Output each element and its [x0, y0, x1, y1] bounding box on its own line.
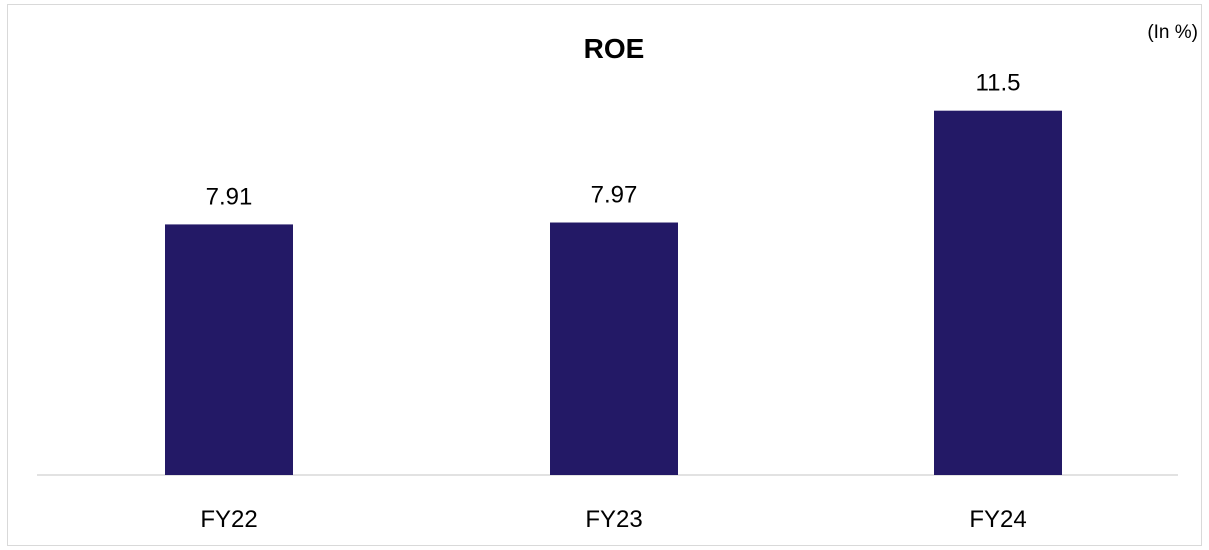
tick-labels-group: FY22 FY23 FY24 — [200, 506, 1026, 533]
x-tick-label-fy23: FY23 — [585, 506, 642, 533]
value-label-fy24: 11.5 — [976, 70, 1021, 97]
bar-fy22 — [165, 224, 293, 475]
unit-note: (In %) — [1147, 22, 1198, 43]
chart-title: ROE — [584, 33, 645, 64]
x-tick-label-fy24: FY24 — [969, 506, 1026, 533]
value-labels-group: 7.91 7.97 11.5 — [206, 70, 1021, 211]
bar-fy23 — [550, 222, 678, 475]
bars-group — [165, 110, 1062, 476]
value-label-fy22: 7.91 — [206, 183, 253, 210]
x-tick-label-fy22: FY22 — [200, 506, 257, 533]
bar-fy24 — [934, 110, 1062, 476]
value-label-fy23: 7.97 — [591, 182, 638, 209]
